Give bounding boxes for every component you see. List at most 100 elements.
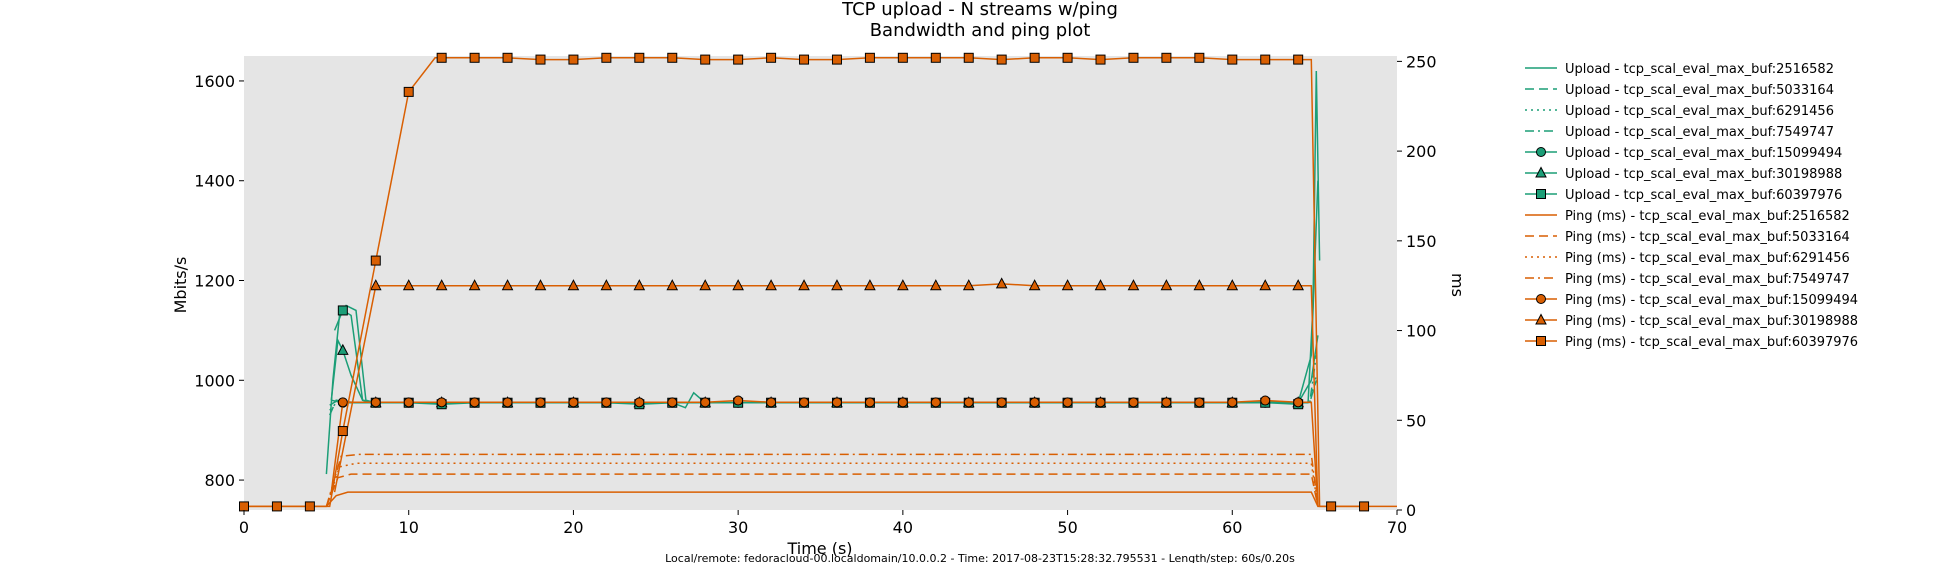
data-point bbox=[1326, 501, 1337, 512]
data-point bbox=[1160, 279, 1173, 291]
data-point bbox=[699, 279, 712, 291]
data-point bbox=[601, 397, 612, 408]
legend-entry: Ping (ms) - tcp_scal_eval_max_buf:150994… bbox=[1525, 293, 1858, 308]
data-point bbox=[799, 54, 810, 65]
data-point bbox=[370, 255, 381, 266]
data-point bbox=[798, 279, 810, 291]
legend-marker bbox=[1536, 336, 1546, 346]
data-point bbox=[435, 279, 448, 291]
series-line bbox=[325, 453, 1319, 507]
data-point bbox=[1193, 279, 1206, 291]
data-point bbox=[501, 279, 514, 291]
data-point bbox=[897, 279, 909, 291]
data-point bbox=[634, 397, 645, 408]
legend-entry: Upload - tcp_scal_eval_max_buf:30198988 bbox=[1525, 166, 1842, 182]
data-point bbox=[1029, 397, 1040, 408]
legend-label: Upload - tcp_scal_eval_max_buf:60397976 bbox=[1565, 188, 1842, 203]
data-point bbox=[1161, 397, 1172, 408]
y-tick-label: 1000 bbox=[194, 371, 235, 390]
legend-entry: Ping (ms) - tcp_scal_eval_max_buf:629145… bbox=[1525, 251, 1850, 266]
data-point bbox=[568, 54, 579, 65]
series-12 bbox=[330, 395, 1319, 507]
x-axis-label: Time (s) bbox=[786, 539, 852, 558]
legend-marker bbox=[1536, 189, 1546, 199]
data-point bbox=[1161, 52, 1172, 63]
y2-axis-label: ms bbox=[1448, 273, 1467, 297]
series-layer bbox=[239, 52, 1397, 512]
data-point bbox=[930, 52, 941, 63]
series-14 bbox=[239, 52, 1370, 512]
data-point bbox=[337, 426, 348, 437]
y2-tick-label: 50 bbox=[1406, 411, 1426, 430]
legend-entry: Ping (ms) - tcp_scal_eval_max_buf:603979… bbox=[1525, 335, 1858, 350]
legend-entry: Ping (ms) - tcp_scal_eval_max_buf:503316… bbox=[1525, 230, 1850, 245]
legend-label: Upload - tcp_scal_eval_max_buf:7549747 bbox=[1565, 125, 1834, 140]
data-point bbox=[369, 279, 382, 291]
data-point bbox=[534, 279, 547, 291]
y2-tick-label: 0 bbox=[1406, 501, 1416, 520]
x-tick-label: 50 bbox=[1057, 518, 1077, 537]
data-point bbox=[1227, 397, 1238, 408]
data-point bbox=[1128, 52, 1139, 63]
data-point bbox=[1128, 397, 1139, 408]
legend-label: Upload - tcp_scal_eval_max_buf:2516582 bbox=[1565, 62, 1834, 77]
data-point bbox=[1260, 395, 1271, 406]
data-point bbox=[535, 397, 546, 408]
x-tick-label: 70 bbox=[1387, 518, 1407, 537]
data-point bbox=[930, 397, 941, 408]
data-point bbox=[963, 52, 974, 63]
legend-label: Upload - tcp_scal_eval_max_buf:5033164 bbox=[1565, 83, 1834, 98]
series-line bbox=[325, 462, 1319, 507]
data-point bbox=[831, 54, 842, 65]
x-tick-label: 60 bbox=[1222, 518, 1242, 537]
legend-entry: Upload - tcp_scal_eval_max_buf:7549747 bbox=[1525, 125, 1834, 140]
data-point bbox=[403, 86, 414, 97]
series-9 bbox=[325, 473, 1319, 507]
data-point bbox=[929, 279, 942, 291]
data-point bbox=[1359, 501, 1370, 512]
series-13 bbox=[333, 277, 1319, 507]
y-tick-label: 800 bbox=[204, 471, 235, 490]
data-point bbox=[831, 397, 842, 408]
legend: Upload - tcp_scal_eval_max_buf:2516582 Up… bbox=[1525, 62, 1858, 350]
data-point bbox=[666, 279, 679, 291]
data-point bbox=[897, 397, 908, 408]
x-tick-label: 10 bbox=[399, 518, 419, 537]
chart-subtitle: Bandwidth and ping plot bbox=[870, 20, 1091, 41]
data-point bbox=[700, 54, 711, 65]
data-point bbox=[962, 279, 975, 291]
data-point bbox=[1095, 54, 1106, 65]
legend-entry: Upload - tcp_scal_eval_max_buf:15099494 bbox=[1525, 146, 1842, 161]
y-tick-label: 1400 bbox=[194, 172, 235, 191]
data-point bbox=[897, 52, 908, 63]
series-line bbox=[244, 491, 1397, 508]
data-point bbox=[568, 397, 579, 408]
data-point bbox=[1127, 279, 1140, 291]
series-line bbox=[333, 283, 1319, 507]
data-point bbox=[963, 397, 974, 408]
data-point bbox=[1062, 52, 1073, 63]
data-point bbox=[996, 397, 1007, 408]
data-point bbox=[1227, 54, 1238, 65]
y-tick-label: 1600 bbox=[194, 72, 235, 91]
data-point bbox=[402, 279, 415, 291]
data-point bbox=[1293, 397, 1304, 408]
y2-tick-label: 200 bbox=[1406, 142, 1437, 161]
y-tick-label: 1200 bbox=[194, 272, 235, 291]
data-point bbox=[468, 279, 481, 291]
data-point bbox=[1029, 52, 1040, 63]
legend-entry: Ping (ms) - tcp_scal_eval_max_buf:251658… bbox=[1525, 209, 1850, 224]
legend-label: Ping (ms) - tcp_scal_eval_max_buf:754974… bbox=[1565, 272, 1850, 287]
data-point bbox=[337, 305, 348, 316]
data-point bbox=[1028, 279, 1041, 291]
legend-entry: Ping (ms) - tcp_scal_eval_max_buf:754974… bbox=[1525, 272, 1850, 287]
data-point bbox=[831, 279, 843, 291]
data-point bbox=[1293, 54, 1304, 65]
data-point bbox=[700, 397, 711, 408]
legend-label: Ping (ms) - tcp_scal_eval_max_buf:150994… bbox=[1565, 293, 1858, 308]
chart-footer: Local/remote: fedoracloud-00.localdomain… bbox=[665, 552, 1295, 563]
data-point bbox=[995, 277, 1008, 289]
chart-title: TCP upload - N streams w/ping bbox=[841, 0, 1118, 20]
x-tick-label: 0 bbox=[239, 518, 249, 537]
data-point bbox=[337, 397, 348, 408]
